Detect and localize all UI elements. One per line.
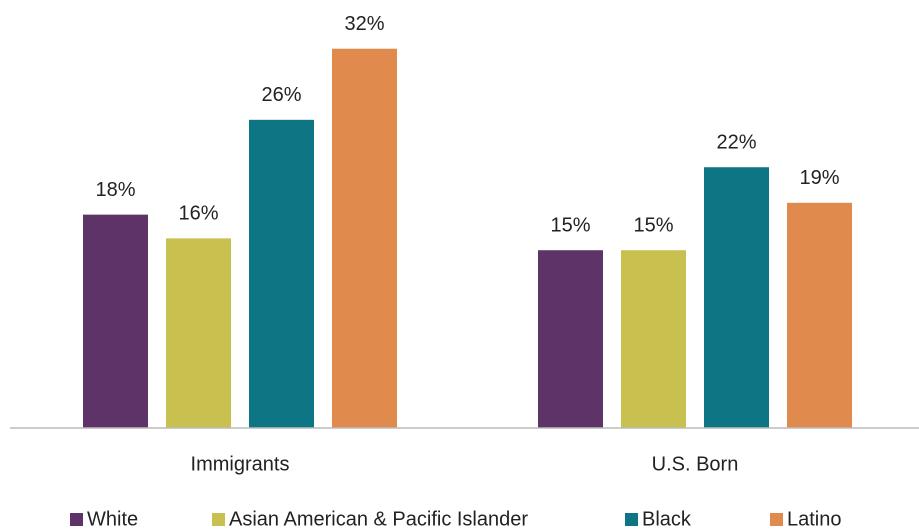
x-tick-label: Immigrants (191, 453, 290, 475)
legend-swatch (625, 513, 638, 526)
bar (249, 119, 314, 428)
value-label: 18% (95, 179, 135, 201)
value-label: 32% (344, 13, 384, 35)
bar (704, 167, 769, 428)
legend-label: White (87, 508, 138, 530)
legend-label: Asian American & Pacific Islander (229, 508, 528, 530)
bar (83, 214, 148, 428)
value-label: 26% (261, 84, 301, 106)
bar (787, 202, 852, 428)
bar (166, 238, 231, 428)
value-label: 15% (633, 214, 673, 236)
x-tick-label: U.S. Born (652, 453, 739, 475)
legend-swatch (212, 513, 225, 526)
value-label: 15% (550, 214, 590, 236)
bar (621, 250, 686, 428)
bar (538, 250, 603, 428)
legend-swatch (70, 513, 83, 526)
value-label: 22% (716, 132, 756, 154)
bar (332, 48, 397, 429)
legend-label: Black (642, 508, 692, 530)
legend-swatch (770, 513, 783, 526)
legend-label: Latino (787, 508, 842, 530)
value-label: 16% (178, 203, 218, 225)
value-label: 19% (799, 167, 839, 189)
